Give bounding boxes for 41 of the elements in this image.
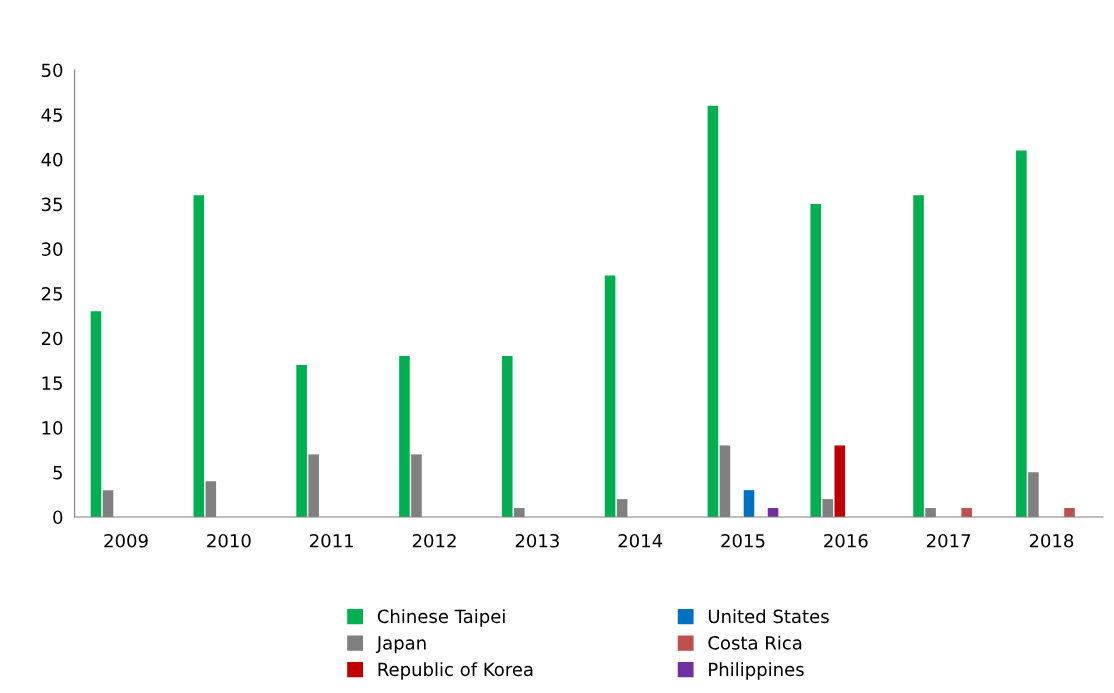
x-tick-label: 2013 — [515, 533, 559, 548]
bar — [604, 275, 616, 517]
y-tick-label: 25 — [41, 286, 62, 301]
y-tick-label: 0 — [53, 510, 63, 525]
y-tick-label: 10 — [42, 421, 63, 435]
bar — [90, 311, 102, 517]
y-tick-label: 35 — [41, 197, 62, 212]
legend-label: Philippines — [709, 662, 804, 680]
legend-label: Chinese Taipei — [377, 609, 505, 627]
x-tick-label: 2015 — [721, 533, 765, 548]
y-tick-label: 40 — [41, 152, 63, 167]
bar — [810, 204, 822, 517]
x-tick-label: 2014 — [618, 533, 663, 548]
x-tick-label: 2009 — [104, 533, 148, 548]
x-tick-label: 2011 — [310, 533, 353, 548]
y-tick-label: 15 — [42, 376, 62, 390]
bar — [193, 195, 205, 517]
legend-label: Japan — [375, 636, 426, 654]
x-tick-label: 2010 — [207, 533, 251, 548]
bar — [743, 490, 755, 517]
x-tick-label: 2017 — [926, 533, 971, 548]
bar — [1016, 150, 1027, 517]
bar — [1064, 508, 1075, 517]
legend-label: United States — [708, 609, 829, 624]
bar — [707, 105, 719, 517]
bar — [834, 445, 846, 517]
x-tick-label: 2016 — [824, 533, 868, 548]
y-tick-label: 5 — [53, 465, 62, 480]
bar — [296, 365, 307, 517]
y-tick-label: 50 — [41, 63, 63, 78]
y-tick-label: 45 — [41, 108, 62, 122]
y-tick-label: 20 — [41, 331, 63, 346]
bar — [961, 508, 972, 517]
bar — [913, 195, 924, 517]
x-tick-label: 2012 — [412, 533, 456, 548]
bar — [501, 356, 513, 517]
legend-label: Costa Rica — [708, 635, 802, 650]
x-tick-label: 2018 — [1029, 533, 1074, 548]
bar — [399, 356, 410, 517]
y-tick-label: 30 — [41, 242, 63, 256]
legend-label: Republic of Korea — [378, 662, 533, 680]
